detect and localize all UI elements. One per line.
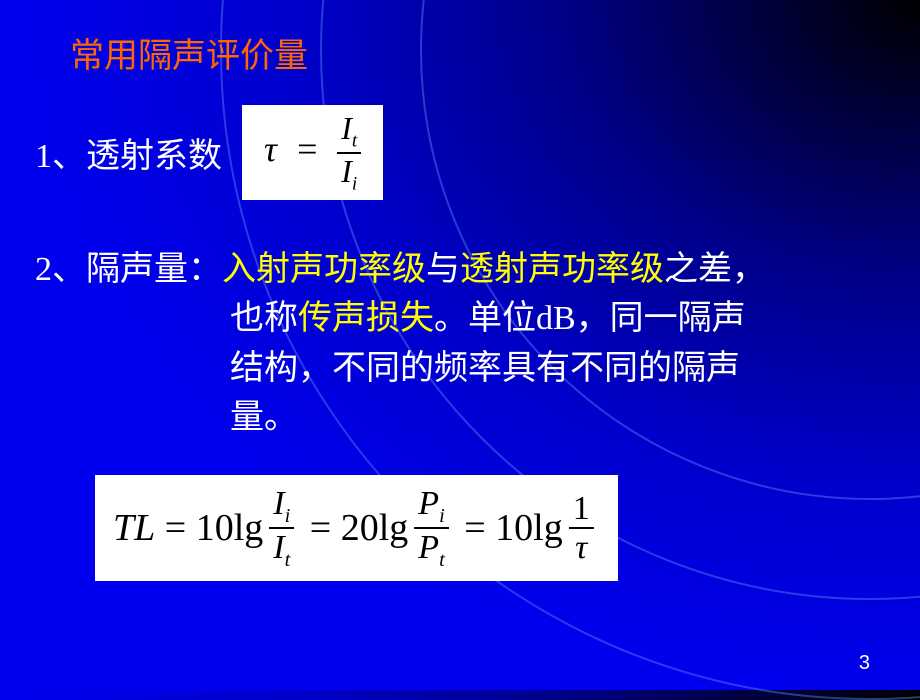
highlight-text: 传声损失 — [298, 300, 434, 337]
item-2-line2: 也称传声损失。单位dB，同一隔声 — [230, 294, 766, 343]
highlight-text: 入射声功率级 — [222, 251, 426, 288]
numerator: It — [337, 111, 361, 154]
highlight-text: 透射声功率级 — [460, 251, 664, 288]
page-number: 3 — [859, 652, 870, 675]
equals: = — [155, 506, 195, 550]
equals-sign: = — [295, 129, 319, 169]
formula-tl-wrap: TL = 10 lg Ii It = 20 lg Pi Pt = 10 lg 1… — [95, 475, 618, 581]
item-2-line4: 量。 — [230, 393, 766, 442]
formula-tl: TL = 10 lg Ii It = 20 lg Pi Pt = 10 lg 1… — [95, 475, 618, 581]
fraction-Ii-It: Ii It — [269, 485, 294, 571]
slide-heading: 常用隔声评价量 — [70, 28, 308, 77]
fraction-1-tau: 1 τ — [569, 490, 594, 567]
formula-tau: τ = It Ii — [242, 105, 383, 200]
fraction: It Ii — [337, 111, 361, 194]
denominator: Ii — [337, 154, 361, 195]
item-2: 2、隔声量：入射声功率级与透射声功率级之差， 也称传声损失。单位dB，同一隔声 … — [35, 245, 766, 442]
item-1-label: 1、透射系数 — [35, 128, 222, 177]
item-1-text: 透射系数 — [86, 138, 222, 175]
tl-symbol: TL — [113, 506, 155, 550]
tau-symbol: τ — [264, 129, 277, 169]
item-2-line1: 2、隔声量：入射声功率级与透射声功率级之差， — [35, 245, 766, 294]
item-1: 1、透射系数 τ = It Ii — [35, 105, 383, 200]
item-2-line3: 结构，不同的频率具有不同的隔声 — [230, 344, 766, 393]
equals: = — [300, 506, 340, 550]
fraction-Pi-Pt: Pi Pt — [414, 485, 448, 571]
item-1-number: 1、 — [35, 138, 86, 175]
equals: = — [455, 506, 495, 550]
